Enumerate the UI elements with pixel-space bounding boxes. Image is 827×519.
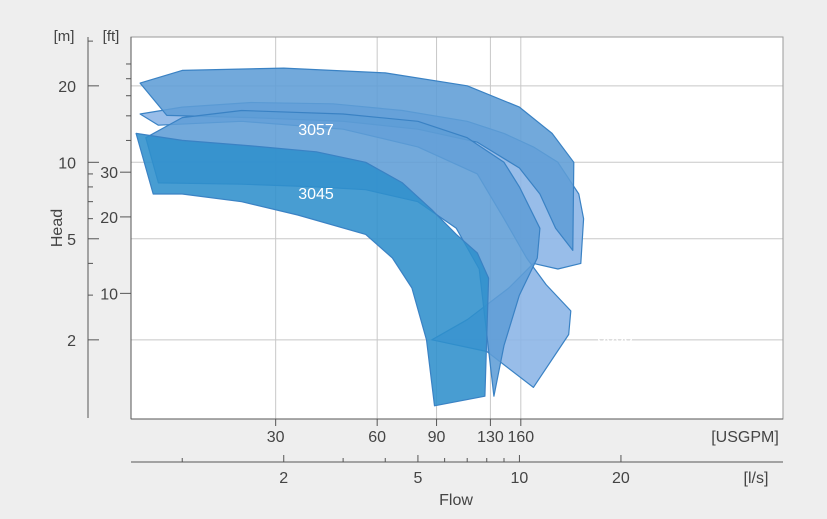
x-axis-title: Flow [439, 492, 473, 509]
y-axis-title: Head [49, 209, 66, 247]
y-unit-ft: [ft] [103, 28, 120, 45]
x-tick-label-ls: 5 [413, 470, 422, 487]
x-tick-label-usgpm: 60 [368, 429, 386, 446]
axes: 2 5 10 20 10 20 30 30 60 90 130 160 2 5 10 20 [58, 37, 783, 487]
y-tick-label-m: 2 [67, 333, 76, 350]
y-tick-label-ft: 30 [100, 165, 118, 182]
y-tick-label-ft: 10 [100, 286, 118, 303]
x-tick-label-ls: 20 [612, 470, 630, 487]
area-3045 [135, 132, 490, 407]
performance-areas [135, 67, 585, 407]
x-tick-label-usgpm: 90 [428, 429, 446, 446]
x-tick-label-ls: 10 [511, 470, 529, 487]
y-unit-m: [m] [54, 28, 75, 45]
area-label-3068: 3068 [597, 329, 633, 346]
y-tick-label-ft: 20 [100, 210, 118, 227]
x-tick-label-usgpm: 30 [267, 429, 285, 446]
x-unit-ls: [l/s] [744, 470, 769, 487]
area-label-3057: 3057 [298, 122, 334, 139]
x-tick-label-usgpm: 160 [507, 429, 534, 446]
y-tick-label-m: 5 [67, 232, 76, 249]
area-labels: 3068 3057 3045 [298, 122, 633, 346]
x-unit-usgpm: [USGPM] [711, 429, 779, 446]
area-label-3045: 3045 [298, 186, 334, 203]
y-tick-label-m: 10 [58, 155, 76, 172]
y-tick-label-m: 20 [58, 79, 76, 96]
x-tick-label-ls: 2 [279, 470, 288, 487]
x-tick-label-usgpm: 130 [477, 429, 504, 446]
